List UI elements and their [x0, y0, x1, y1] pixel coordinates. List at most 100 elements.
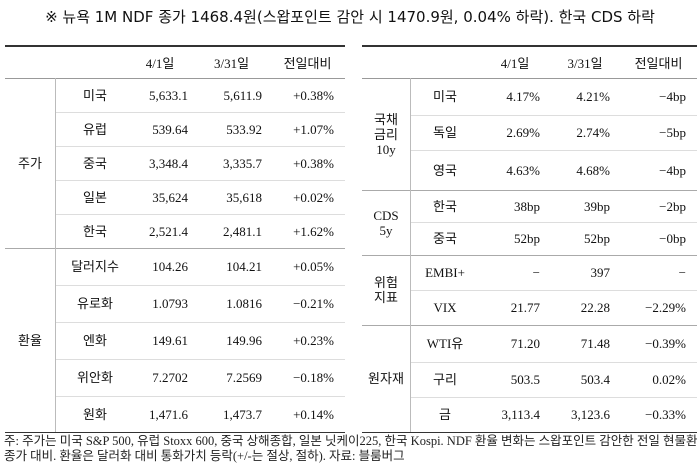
divider — [410, 78, 411, 432]
value-cell: 3,335.7 — [223, 155, 262, 171]
group-label: 국채 금리 10y — [374, 111, 398, 157]
rule — [362, 325, 697, 326]
rule — [362, 190, 697, 191]
group-label: 주가 — [18, 155, 42, 171]
value-cell: 3,123.6 — [571, 407, 610, 422]
value-cell: −0.33% — [645, 407, 686, 422]
value-cell: 2,481.1 — [223, 223, 262, 239]
value-cell: 22.28 — [580, 300, 610, 315]
value-cell: −0.18% — [293, 370, 334, 385]
rule — [55, 214, 345, 215]
value-cell: 2.69% — [506, 125, 540, 140]
rule — [55, 359, 345, 360]
column-header: 3/31일 — [567, 55, 603, 71]
value-cell: 4.21% — [576, 89, 610, 104]
value-cell: 71.48 — [580, 336, 610, 351]
row-label: 유럽 — [83, 121, 107, 137]
rule — [410, 150, 697, 151]
value-cell: 3,348.4 — [149, 155, 188, 171]
value-cell: 149.61 — [152, 333, 188, 348]
value-cell: +0.38% — [293, 155, 334, 171]
row-label: 영국 — [433, 162, 457, 178]
row-label: 일본 — [83, 189, 107, 205]
rule — [5, 45, 345, 47]
rule — [410, 222, 697, 223]
value-cell: −0.39% — [645, 336, 686, 351]
group-label: 환율 — [18, 332, 42, 348]
value-cell: +0.14% — [293, 406, 334, 422]
value-cell: 35,624 — [152, 189, 188, 205]
value-cell: 0.02% — [652, 372, 686, 387]
value-cell: 38bp — [514, 198, 540, 214]
value-cell: 52bp — [514, 231, 540, 246]
column-header: 4/1일 — [145, 55, 175, 71]
value-cell: 1.0816 — [226, 296, 262, 311]
value-cell: −2bp — [659, 198, 686, 214]
value-cell: −0.21% — [293, 296, 334, 311]
value-cell: −5bp — [659, 125, 686, 140]
row-label: 한국 — [433, 198, 457, 214]
value-cell: 2.74% — [576, 125, 610, 140]
value-cell: +1.07% — [293, 121, 334, 137]
rule — [5, 432, 345, 433]
row-label: 중국 — [83, 155, 107, 171]
value-cell: 52bp — [584, 231, 610, 246]
value-cell: 39bp — [584, 198, 610, 214]
group-label: 위험 지표 — [374, 275, 398, 305]
value-cell: 1,471.6 — [149, 406, 188, 422]
rule — [410, 290, 697, 291]
row-label: 구리 — [433, 372, 457, 387]
value-cell: 503.4 — [580, 372, 610, 387]
rule — [362, 432, 697, 433]
value-cell: − — [678, 265, 686, 280]
value-cell: 2,521.4 — [149, 223, 188, 239]
value-cell: 21.77 — [510, 300, 540, 315]
rule — [55, 285, 345, 286]
value-cell: 4.68% — [576, 162, 610, 178]
rule — [55, 180, 345, 181]
row-label: WTI유 — [426, 336, 464, 351]
value-cell: +0.05% — [293, 259, 334, 274]
value-cell: 5,633.1 — [149, 87, 188, 103]
value-cell: − — [532, 265, 540, 280]
value-cell: 7.2702 — [152, 370, 188, 385]
value-cell: +0.23% — [293, 333, 334, 348]
value-cell: 503.5 — [510, 372, 540, 387]
value-cell: +0.02% — [293, 189, 334, 205]
row-label: VIX — [433, 300, 457, 315]
row-label: EMBI+ — [425, 265, 465, 280]
value-cell: −4bp — [659, 162, 686, 178]
rule — [362, 45, 697, 47]
rule — [55, 112, 345, 113]
note: 주: 주가는 미국 S&P 500, 유럽 Stoxx 600, 중국 상해종합… — [4, 434, 698, 463]
value-cell: 71.20 — [510, 336, 540, 351]
value-cell: 104.26 — [152, 259, 188, 274]
row-label: 원화 — [83, 406, 107, 422]
value-cell: +1.62% — [293, 223, 334, 239]
value-cell: 35,618 — [226, 189, 262, 205]
group-label: CDS 5y — [373, 207, 399, 238]
row-label: 미국 — [433, 89, 457, 104]
value-cell: 104.21 — [226, 259, 262, 274]
group-label: 원자재 — [368, 371, 404, 386]
value-cell: 397 — [590, 265, 611, 280]
rule — [410, 397, 697, 398]
value-cell: −0bp — [659, 231, 686, 246]
value-cell: 149.96 — [226, 333, 262, 348]
rule — [5, 248, 345, 249]
value-cell: −4bp — [659, 89, 686, 104]
value-cell: 539.64 — [152, 121, 188, 137]
column-header: 전일대비 — [283, 55, 332, 71]
rule — [362, 255, 697, 256]
row-label: 금 — [439, 407, 451, 422]
value-cell: 533.92 — [226, 121, 262, 137]
value-cell: +0.38% — [293, 87, 334, 103]
rule — [5, 78, 345, 79]
title: ※ 뉴욕 1M NDF 종가 1468.4원(스왑포인트 감안 시 1470.9… — [45, 8, 655, 26]
value-cell: 5,611.9 — [223, 87, 262, 103]
column-header: 4/1일 — [500, 55, 530, 71]
row-label: 독일 — [433, 125, 457, 140]
value-cell: 4.17% — [506, 89, 540, 104]
row-label: 달러지수 — [71, 259, 119, 274]
